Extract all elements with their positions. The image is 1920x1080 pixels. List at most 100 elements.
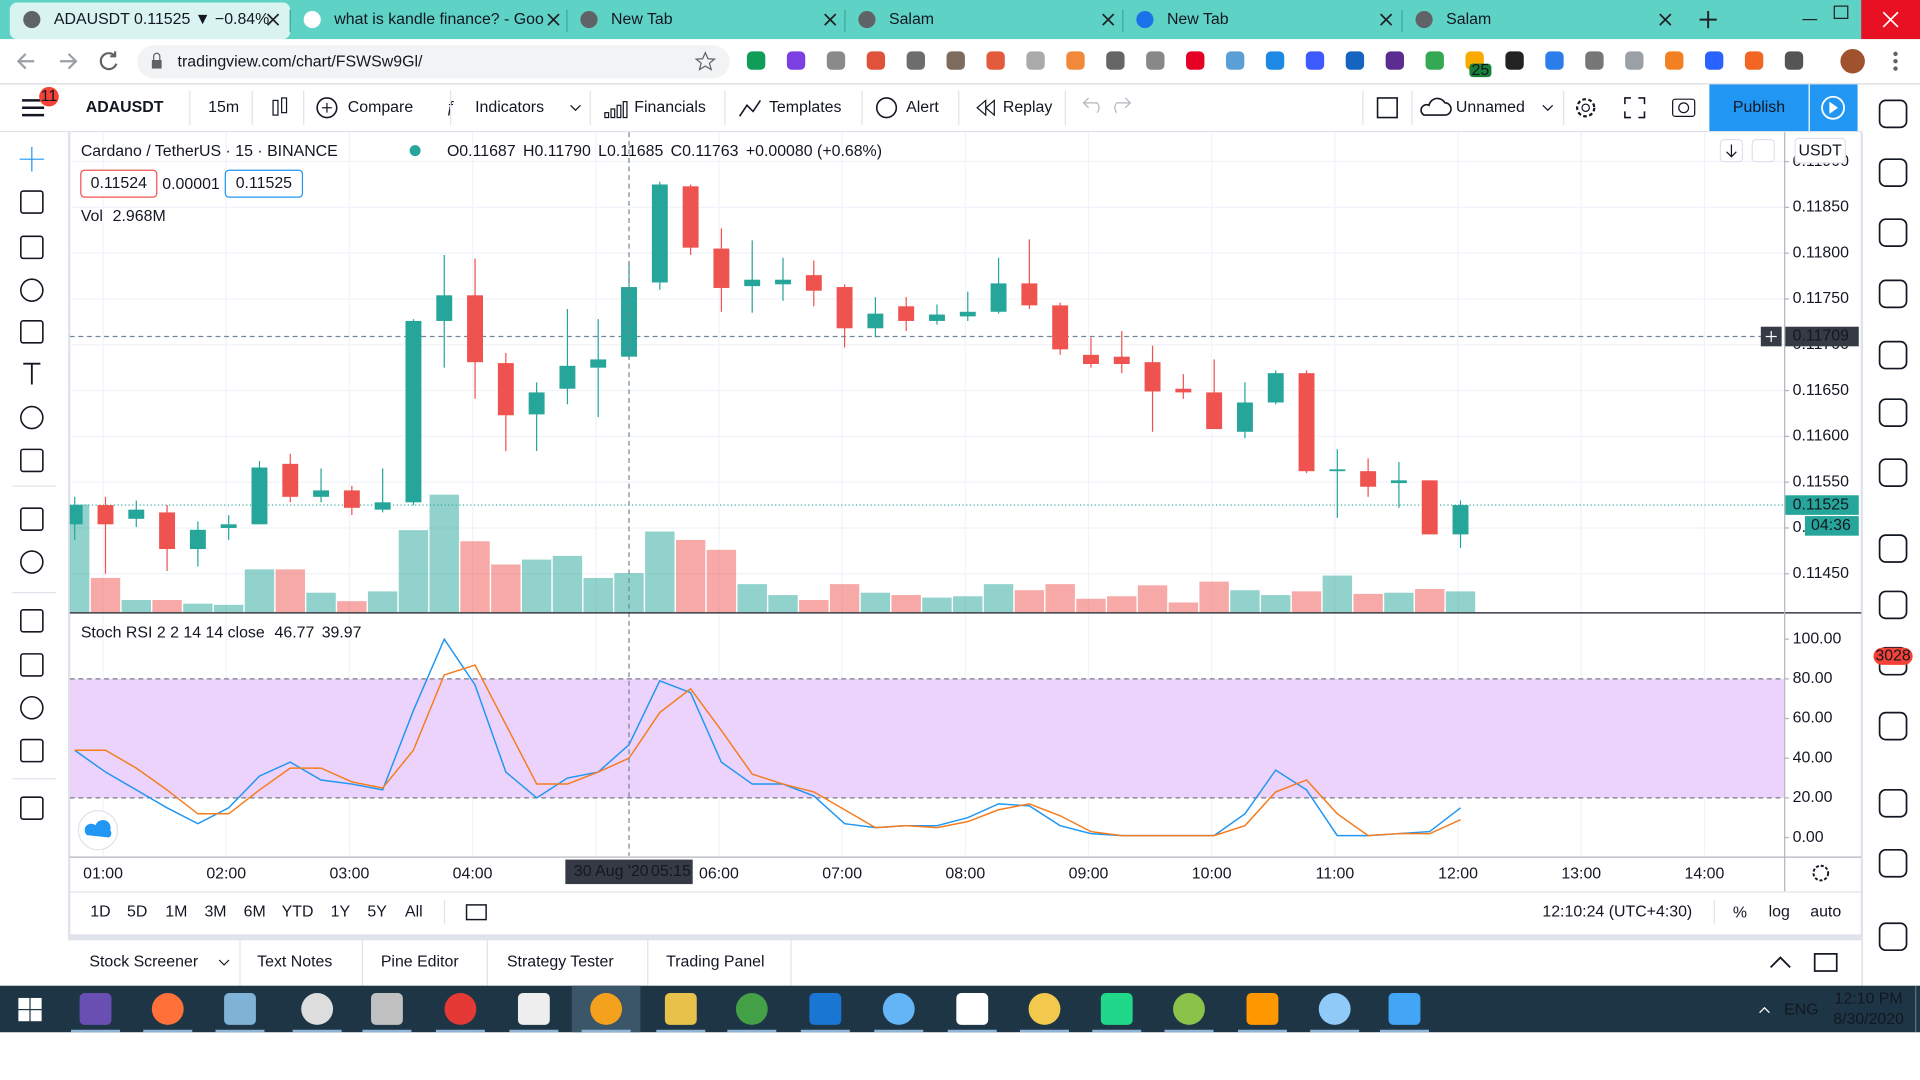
goto-date-icon[interactable] [465,904,487,921]
extension-icon[interactable] [1545,51,1564,70]
drawing-tool[interactable] [20,738,44,763]
extension-icon[interactable] [1784,51,1804,70]
tab[interactable] [1123,2,1401,39]
sidebar-icon[interactable] [1878,534,1908,563]
sidebar-icon[interactable] [1878,158,1908,187]
settings-icon[interactable] [1576,98,1596,118]
range-button[interactable]: 1Y [331,903,351,920]
taskbar-app[interactable] [1318,993,1351,1025]
taskbar-language[interactable]: ENG [1784,1001,1818,1018]
taskbar-app[interactable] [956,993,989,1025]
taskbar-app[interactable] [664,993,697,1025]
extension-icon[interactable] [1066,51,1085,70]
sidebar-icon[interactable] [1878,340,1908,370]
range-button[interactable]: All [405,903,423,920]
range-button[interactable]: 1D [90,903,110,920]
sidebar-icon[interactable] [1878,458,1908,487]
taskbar-app[interactable] [444,993,477,1025]
sidebar-icon[interactable] [1878,590,1908,620]
taskbar-app[interactable] [1173,993,1205,1025]
taskbar-app[interactable] [224,993,256,1025]
taskbar-app[interactable] [882,993,915,1025]
symbol[interactable]: ADAUSDT [86,99,164,116]
bottom-tab[interactable]: Trading Panel [666,954,764,971]
extension-icon[interactable] [866,51,886,70]
sidebar-icon[interactable] [1878,218,1908,247]
currency-box[interactable] [1794,137,1846,164]
taskbar-app[interactable] [517,993,550,1025]
ask-box[interactable] [224,169,304,198]
bottom-tab[interactable]: Text Notes [257,954,332,971]
toolbar-button[interactable]: Alert [906,99,939,116]
extension-icon[interactable] [1385,51,1405,70]
taskbar-app[interactable] [735,993,768,1025]
extension-icon[interactable] [1345,51,1365,70]
extension-icon[interactable] [986,51,1005,70]
taskbar-app[interactable] [1388,993,1421,1025]
taskbar-app[interactable] [1028,993,1061,1025]
range-button[interactable]: 5D [127,903,147,920]
toolbar-button[interactable]: Indicators [475,99,544,116]
tab-title[interactable]: Salam [1446,11,1491,28]
layout-name[interactable]: Unnamed [1456,99,1525,116]
taskbar-app[interactable] [809,993,842,1025]
extension-icon[interactable] [826,51,846,70]
range-button[interactable]: YTD [282,903,314,920]
extension-icon[interactable] [1225,51,1245,70]
bottom-tab[interactable]: Pine Editor [381,954,460,971]
snapshot-icon[interactable] [1672,98,1696,117]
extension-icon[interactable] [1704,51,1724,70]
sidebar-icon[interactable] [1878,922,1908,952]
url-field[interactable] [137,45,730,79]
taskbar-app[interactable] [1246,993,1279,1025]
maximize-panel[interactable] [1813,953,1838,972]
sidebar-icon[interactable] [1878,848,1908,878]
drawing-tool[interactable] [20,235,44,260]
range-button[interactable]: 1M [165,903,187,920]
tab[interactable] [845,2,1123,39]
drawing-tool[interactable] [20,653,44,677]
percent-toggle[interactable]: % [1733,905,1747,922]
taskbar-app[interactable] [1100,993,1133,1025]
tab-active[interactable] [9,2,291,40]
extension-icon[interactable] [1026,51,1045,70]
range-button[interactable]: 6M [244,903,266,920]
drawing-tool[interactable] [20,550,44,574]
tab-title[interactable]: Salam [889,11,934,28]
drawing-tool[interactable] [20,609,44,633]
taskbar-date[interactable]: 8/30/2020 [1833,1011,1904,1028]
range-button[interactable]: 3M [204,903,226,920]
extension-icon[interactable] [946,51,965,70]
toolbar-button[interactable]: Templates [769,99,842,116]
taskbar-app[interactable] [301,993,334,1025]
tab[interactable] [1402,2,1680,39]
extension-icon[interactable] [1305,51,1325,70]
taskbar-app[interactable] [590,993,623,1025]
drawing-tool[interactable] [20,320,44,344]
toolbar-button[interactable]: Financials [634,99,706,116]
drawing-tool[interactable] [20,405,44,430]
publish-label[interactable]: Publish [1733,99,1785,116]
publish-button[interactable] [1709,84,1809,132]
taskbar-app[interactable] [79,993,112,1025]
toolbar-button[interactable]: Compare [348,99,414,116]
drawing-tool[interactable] [20,695,44,720]
sidebar-icon[interactable] [1878,99,1908,129]
extension-icon[interactable] [1186,51,1205,70]
extension-icon[interactable] [1585,51,1604,70]
extension-icon[interactable] [906,51,925,70]
layout-icon[interactable] [1376,97,1398,119]
url[interactable]: tradingview.com/chart/FSWSw9Gl/ [178,54,423,71]
tab-title[interactable]: New Tab [611,11,673,28]
extension-icon[interactable] [1106,51,1125,70]
profile-avatar[interactable] [1840,48,1865,74]
drawing-tool[interactable] [20,278,44,303]
log-toggle[interactable]: log [1769,903,1790,920]
extension-icon[interactable] [1146,51,1165,70]
extension-icon[interactable] [1625,51,1644,70]
sidebar-icon[interactable] [1878,711,1908,741]
clock[interactable]: 12:10:24 (UTC+4:30) [1542,903,1692,920]
toolbar-button[interactable]: Replay [1003,99,1053,116]
range-button[interactable]: 5Y [367,903,387,920]
tab-title[interactable]: what is kandle finance? - Goo [333,11,544,28]
